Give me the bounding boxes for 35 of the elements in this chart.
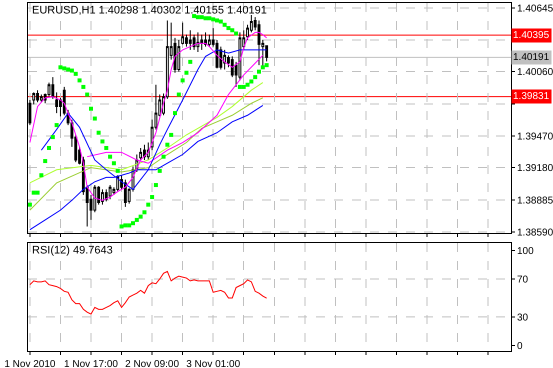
candlestick	[188, 30, 192, 50]
x-tick-label: 3 Nov 01:00	[186, 359, 241, 368]
x-tick-label: 1 Nov 17:00	[64, 359, 118, 368]
line-series	[29, 82, 264, 184]
candlestick	[204, 32, 207, 48]
candlestick	[108, 184, 112, 200]
y-tick-label: 0	[517, 340, 523, 352]
line-series	[29, 270, 268, 315]
y-tick-label: 1.38885	[517, 195, 553, 206]
ref-line-label: 1.40191	[513, 52, 550, 63]
candlestick	[36, 90, 39, 103]
x-tick-label: 2 Nov 09:00	[125, 359, 180, 368]
y-tick-label: 1.39470	[517, 131, 553, 142]
candlestick	[200, 34, 204, 50]
candlestick	[192, 34, 196, 50]
candlestick	[223, 49, 226, 70]
x-tick-label: 1 Nov 2010	[4, 359, 56, 368]
chart-title: EURUSD,H1 1.40298 1.40302 1.40155 1.40191	[32, 4, 267, 17]
candlestick	[124, 179, 127, 208]
y-tick-label: 100	[517, 246, 534, 258]
y-tick-label: 30	[517, 312, 529, 324]
candlestick	[196, 32, 200, 53]
ref-line-label: 1.40395	[513, 30, 550, 41]
line-series	[29, 32, 268, 201]
ref-line-label: 1.39831	[513, 91, 550, 102]
y-tick-label: 1.39180	[517, 163, 553, 174]
candlestick	[101, 188, 104, 206]
y-tick-label: 1.40060	[517, 67, 553, 78]
y-tick-label: 1.38590	[517, 227, 553, 238]
y-tick-label: 70	[517, 274, 529, 286]
candlestick	[258, 20, 260, 66]
chart-title: RSI(12) 49.7643	[32, 244, 113, 257]
candlestick	[40, 94, 43, 103]
line-series	[29, 97, 264, 211]
y-tick-label: 1.40645	[517, 3, 553, 14]
